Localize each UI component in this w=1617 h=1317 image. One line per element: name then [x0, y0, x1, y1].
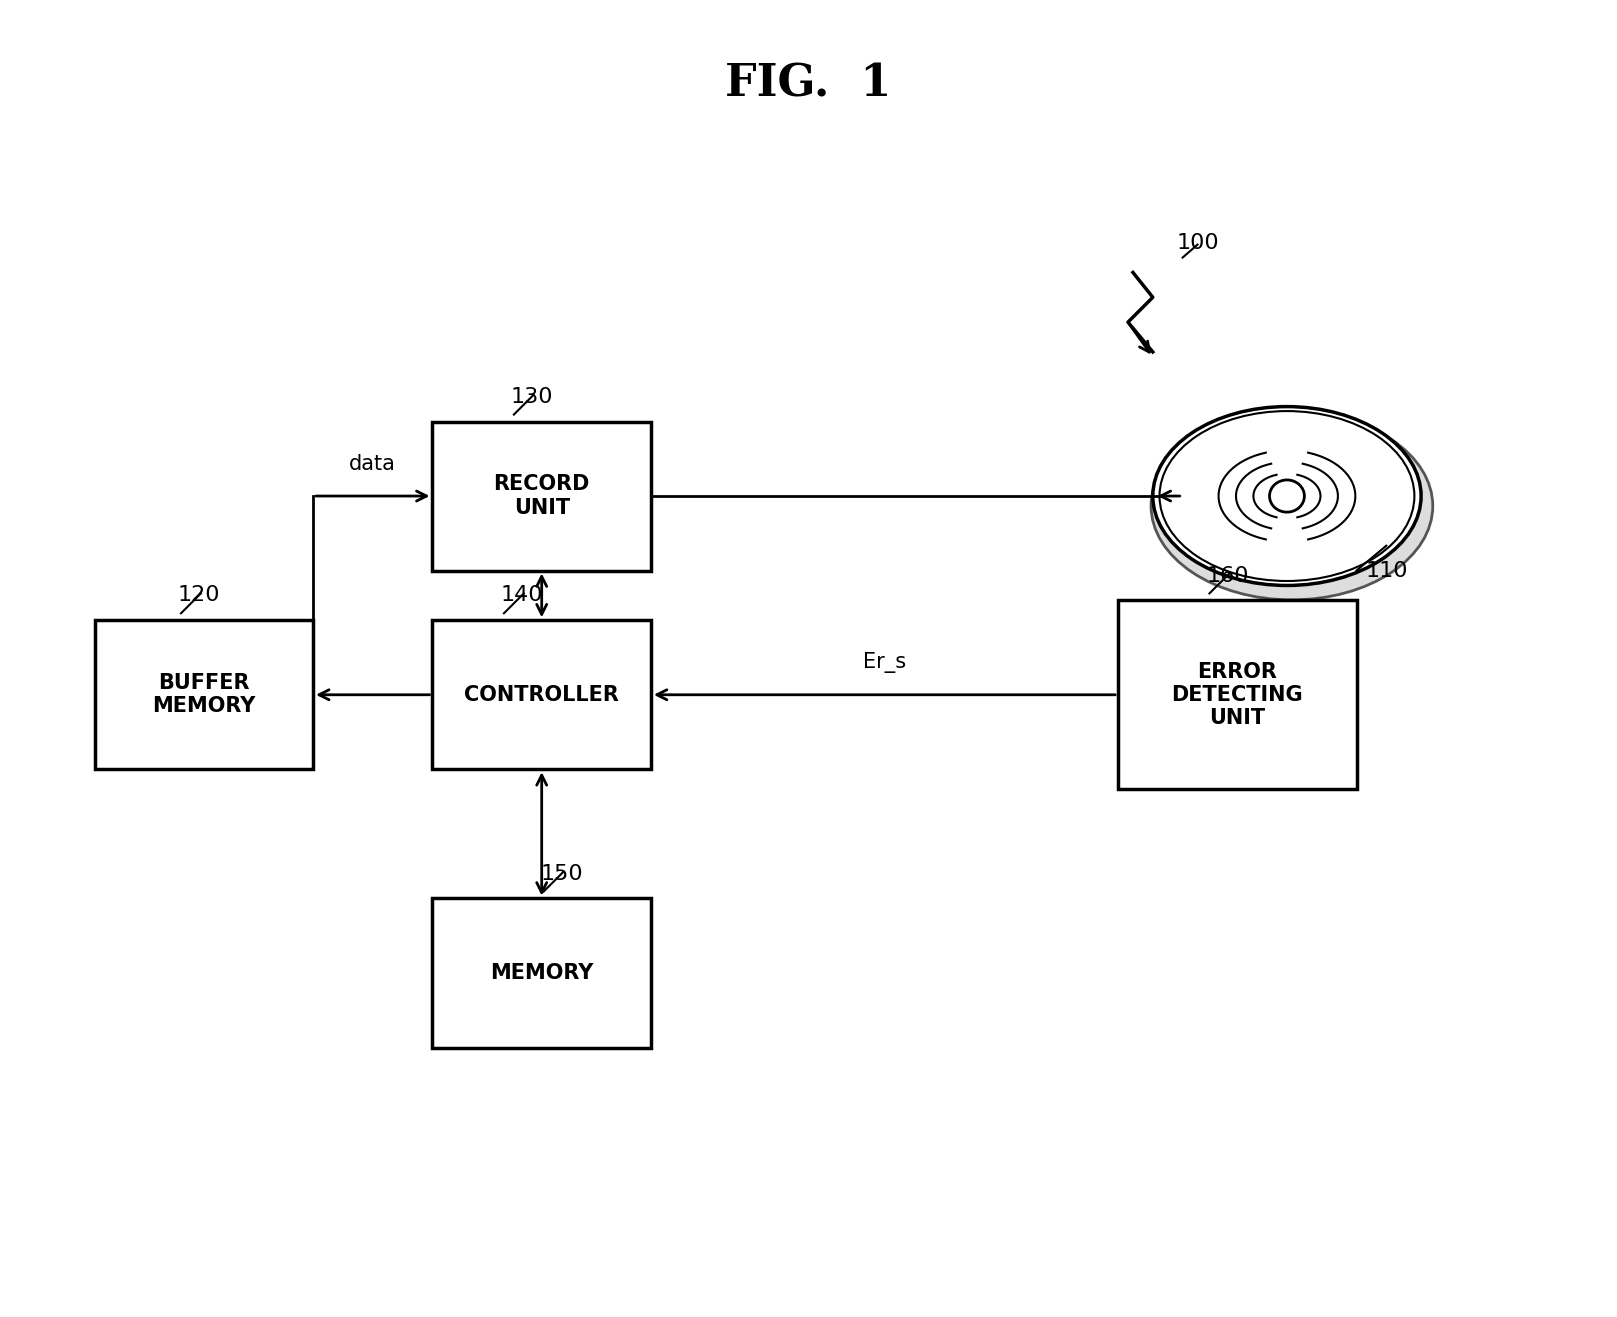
- Text: 110: 110: [1365, 561, 1407, 581]
- Text: data: data: [349, 454, 396, 474]
- Bar: [432, 620, 652, 769]
- Text: BUFFER
MEMORY: BUFFER MEMORY: [152, 673, 255, 716]
- Text: 160: 160: [1206, 565, 1248, 586]
- Ellipse shape: [1153, 407, 1421, 586]
- Text: Er_s: Er_s: [863, 652, 906, 673]
- Text: 140: 140: [501, 585, 543, 606]
- Ellipse shape: [1151, 412, 1433, 599]
- Text: 150: 150: [540, 864, 582, 884]
- Text: 130: 130: [511, 387, 553, 407]
- Text: ERROR
DETECTING
UNIT: ERROR DETECTING UNIT: [1171, 661, 1303, 728]
- Bar: [1117, 601, 1357, 789]
- Text: FIG.  1: FIG. 1: [726, 62, 891, 105]
- Text: CONTROLLER: CONTROLLER: [464, 685, 619, 705]
- Text: MEMORY: MEMORY: [490, 963, 593, 982]
- Text: RECORD
UNIT: RECORD UNIT: [493, 474, 590, 518]
- Text: 120: 120: [178, 585, 220, 606]
- Bar: [94, 620, 314, 769]
- Ellipse shape: [1159, 411, 1415, 581]
- Ellipse shape: [1269, 479, 1305, 512]
- Text: 100: 100: [1176, 233, 1219, 253]
- Bar: [432, 898, 652, 1047]
- Bar: [432, 421, 652, 570]
